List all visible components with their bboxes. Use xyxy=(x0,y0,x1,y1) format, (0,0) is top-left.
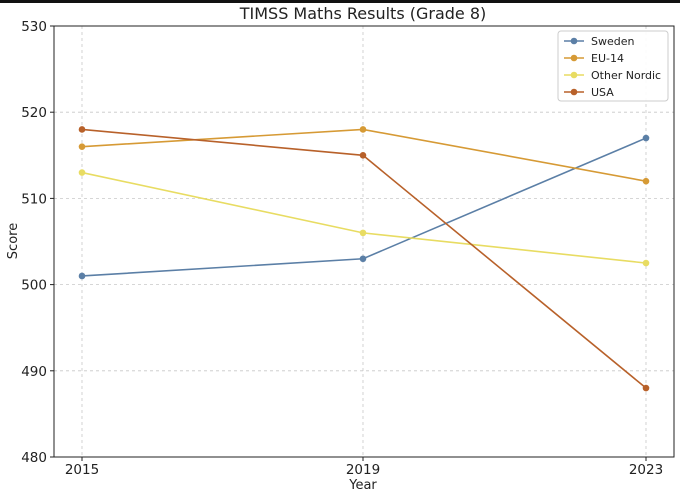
legend-label: EU-14 xyxy=(591,52,624,65)
data-point xyxy=(78,143,86,150)
y-axis-label: Score xyxy=(6,223,21,259)
legend-box xyxy=(557,30,669,102)
y-tick-label: 520 xyxy=(21,105,47,121)
data-point xyxy=(78,169,86,176)
legend-swatch-marker xyxy=(570,71,578,79)
y-tick-label: 500 xyxy=(21,278,47,294)
legend: Sweden EU-14 Other Nordic USA xyxy=(557,30,669,102)
y-tick-label: 490 xyxy=(21,364,47,380)
data-point xyxy=(642,384,650,392)
data-point xyxy=(359,152,367,159)
legend-swatch-marker xyxy=(570,88,578,96)
y-tick-label: 530 xyxy=(21,19,47,35)
data-point xyxy=(359,126,367,133)
y-tick-label: 510 xyxy=(21,191,47,207)
legend-label: Other Nordic xyxy=(591,69,661,82)
x-tick-label: 2015 xyxy=(65,462,99,478)
tick-labels: 480 490 500 510 520 530 2015 2019 2023 xyxy=(21,19,663,478)
series-line xyxy=(81,171,647,264)
data-point xyxy=(78,272,86,280)
series-line xyxy=(81,137,647,277)
data-point xyxy=(359,229,367,237)
y-tick-label: 480 xyxy=(21,450,47,466)
chart-title: TIMSS Maths Results (Grade 8) xyxy=(239,4,487,23)
data-point xyxy=(642,134,650,142)
data-point xyxy=(642,177,650,185)
axes xyxy=(50,25,675,461)
x-tick-label: 2019 xyxy=(346,462,380,478)
plot-frame xyxy=(53,25,675,458)
x-tick-label: 2023 xyxy=(629,462,663,478)
legend-swatch-marker xyxy=(570,54,578,62)
data-point xyxy=(642,259,650,267)
data-point xyxy=(78,126,86,133)
data-point xyxy=(359,255,367,263)
x-axis-label: Year xyxy=(348,478,377,493)
legend-label: USA xyxy=(591,86,614,99)
series-group xyxy=(78,126,650,392)
legend-swatch-marker xyxy=(570,37,578,45)
top-border xyxy=(0,0,680,3)
legend-label: Sweden xyxy=(591,35,634,48)
